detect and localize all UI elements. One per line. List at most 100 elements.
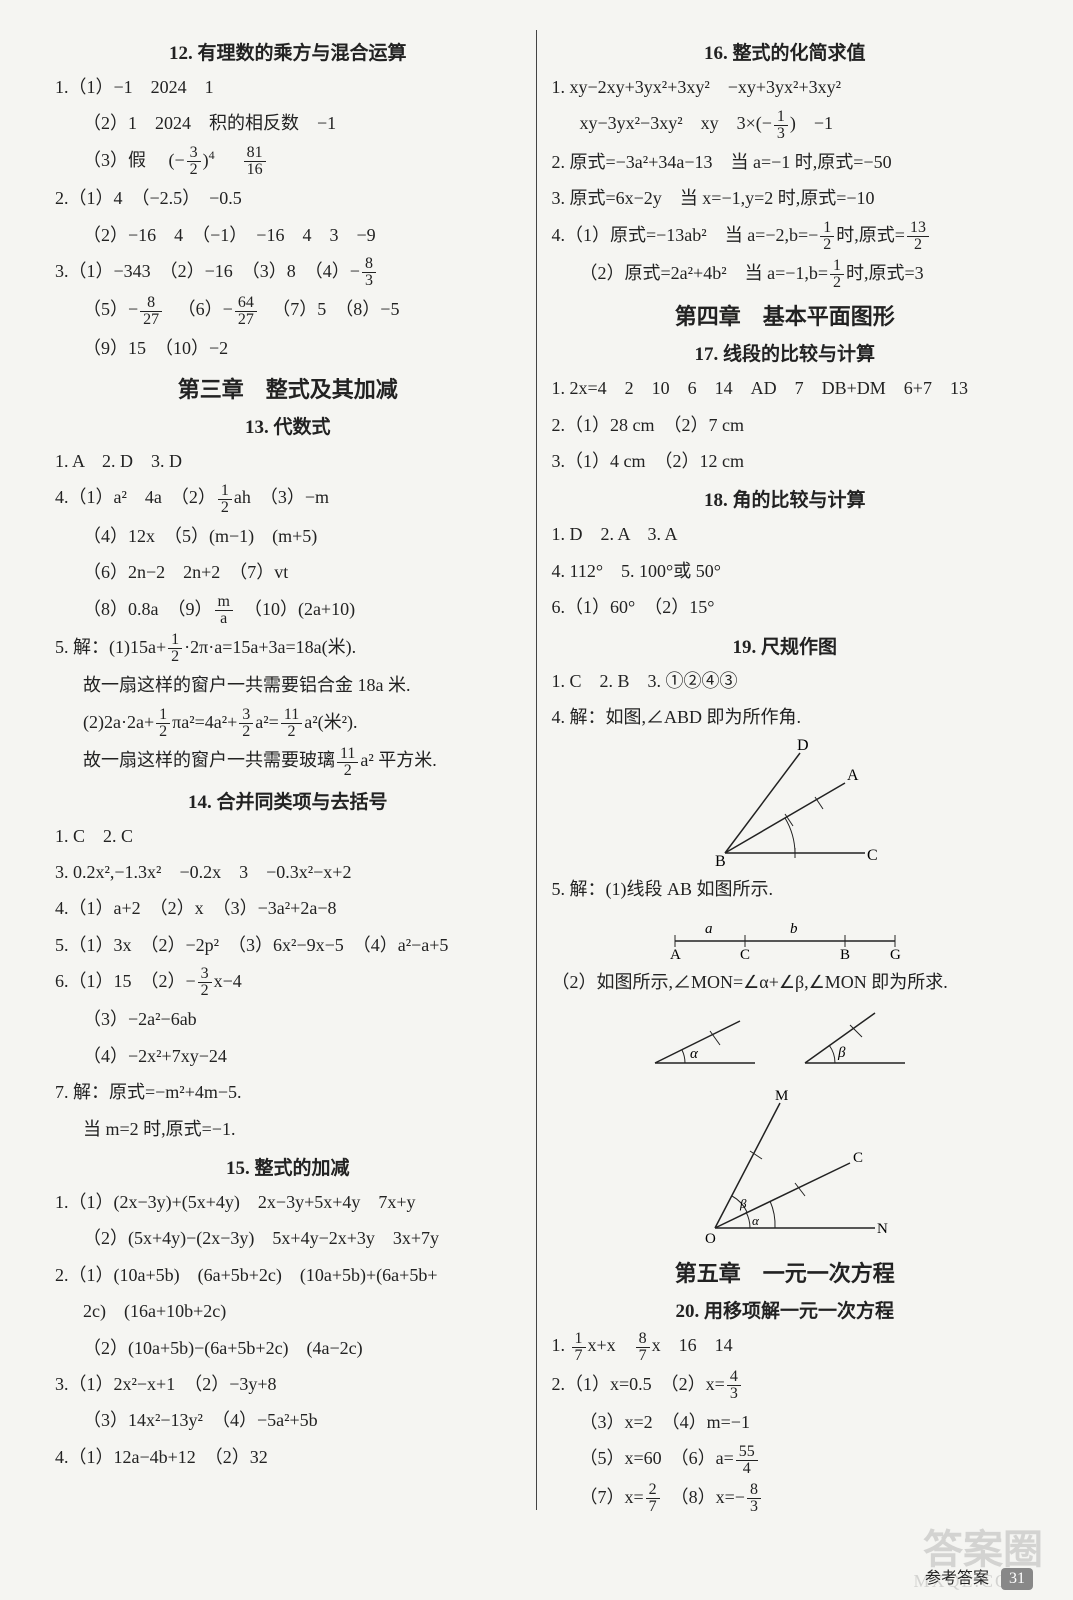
text-line: （4）−2x²+7xy−24	[55, 1040, 521, 1072]
text-line: 1. C 2. B 3. ①②④③	[552, 665, 1019, 697]
label-M: M	[775, 1088, 788, 1104]
fraction: 827	[140, 295, 162, 328]
label-C: C	[740, 947, 750, 961]
text-line: 5. 解：(1)15a+12·2π·a=15a+3a=18a(米).	[55, 631, 521, 665]
fraction: 83	[362, 256, 376, 289]
label-B: B	[715, 853, 726, 868]
text: −1	[796, 113, 833, 133]
label-G: G	[890, 947, 901, 961]
label-a: a	[705, 921, 713, 937]
text-line: 3. 0.2x²,−1.3x² −0.2x 3 −0.3x²−x+2	[55, 856, 521, 888]
text: 故一扇这样的窗户一共需要玻璃	[83, 750, 335, 770]
text: （6）−	[169, 299, 233, 319]
text-line: 3.（1）4 cm （2）12 cm	[552, 445, 1019, 477]
text: 1.	[552, 1335, 570, 1355]
label-O: O	[705, 1231, 716, 1247]
text-line: （3）−2a²−6ab	[55, 1003, 521, 1035]
label-A: A	[670, 947, 681, 961]
label-C: C	[853, 1150, 863, 1166]
text-line: xy−3yx²−3xy² xy 3×(−13) −1	[552, 107, 1019, 141]
label-C: C	[867, 847, 878, 864]
fraction: 13	[774, 109, 788, 142]
text: （5）−	[83, 299, 138, 319]
section-16-title: 16. 整式的化简求值	[552, 38, 1019, 65]
text-line: 4.（1）a+2 （2）x （3）−3a²+2a−8	[55, 892, 521, 924]
angle-mon-diagram: O N C M α β	[675, 1088, 895, 1248]
text-line: 3.（1）−343 （2）−16 （3）8 （4）−83	[55, 255, 521, 289]
text: （7）5 （8）−5	[263, 299, 399, 319]
text-line: （2）−16 4 （−1） −16 4 3 −9	[55, 219, 521, 251]
text-line: 1. C 2. C	[55, 820, 521, 852]
text-line: （8）0.8a （9）ma （10）(2a+10)	[55, 593, 521, 627]
text-line: （2）(5x+4y)−(2x−3y) 5x+4y−2x+3y 3x+7y	[55, 1222, 521, 1254]
text-line: 7. 解：原式=−m²+4m−5.	[55, 1076, 521, 1108]
text-line: 当 m=2 时,原式=−1.	[55, 1113, 521, 1145]
text-line: 4. 解：如图,∠ABD 即为所作角.	[552, 701, 1019, 733]
text-line: （3）14x²−13y² （4）−5a²+5b	[55, 1404, 521, 1436]
text-line: 2.（1）(10a+5b) (6a+5b+2c) (10a+5b)+(6a+5b…	[55, 1259, 521, 1291]
text: a² 平方米.	[360, 750, 436, 770]
label-alpha: α	[752, 1213, 760, 1228]
text: x 16 14	[652, 1335, 733, 1355]
text: 4.（1）a² 4a （2）	[55, 487, 216, 507]
section-14-title: 14. 合并同类项与去括号	[55, 787, 521, 814]
text: （3）假	[83, 150, 164, 170]
label-b: b	[790, 921, 798, 937]
fraction: 27	[646, 1482, 660, 1515]
text: xy−3yx²−3xy² xy 3×	[580, 113, 756, 133]
segment-diagram-ab: A C B G a b	[635, 911, 935, 961]
text: 6.（1）15 （2）−	[55, 971, 196, 991]
right-column: 16. 整式的化简求值 1. xy−2xy+3yx²+3xy² −xy+3yx²…	[537, 30, 1034, 1510]
text-line: 故一扇这样的窗户一共需要玻璃112a² 平方米.	[55, 744, 521, 778]
text-line: 5. 解：(1)线段 AB 如图所示.	[552, 873, 1019, 905]
text-line: 4.（1）a² 4a （2）12ah （3）−m	[55, 481, 521, 515]
fraction: 8116	[244, 145, 266, 178]
label-beta: β	[739, 1196, 747, 1211]
section-12-title: 12. 有理数的乘方与混合运算	[55, 38, 521, 65]
text: （8）0.8a （9）	[83, 599, 213, 619]
text-line: 5.（1）3x （2）−2p² （3）6x²−9x−5 （4）a²−a+5	[55, 929, 521, 961]
text-line: 1.（1）(2x−3y)+(5x+4y) 2x−3y+5x+4y 7x+y	[55, 1186, 521, 1218]
text: a²=	[255, 712, 279, 732]
fraction: 12	[820, 220, 834, 253]
section-15-title: 15. 整式的加减	[55, 1153, 521, 1180]
left-column: 12. 有理数的乘方与混合运算 1.（1）−1 2024 1 （2）1 2024…	[40, 30, 537, 1510]
section-17-title: 17. 线段的比较与计算	[552, 339, 1019, 366]
text-line: 4. 112° 5. 100°或 50°	[552, 555, 1019, 587]
fraction: 17	[572, 1331, 586, 1364]
text-line: （2）1 2024 积的相反数 −1	[55, 107, 521, 139]
page-number: 31	[1001, 1568, 1033, 1590]
label-A: A	[847, 767, 859, 784]
text-line: （9）15 （10）−2	[55, 332, 521, 364]
text-line: （4）12x （5）(m−1) (m+5)	[55, 520, 521, 552]
chapter-4-title: 第四章 基本平面图形	[552, 299, 1019, 331]
fraction: 83	[747, 1482, 761, 1515]
section-19-title: 19. 尺规作图	[552, 632, 1019, 659]
chapter-3-title: 第三章 整式及其加减	[55, 372, 521, 404]
text: 4.（1）原式=−13ab² 当 a=−2,b=−	[552, 225, 819, 245]
label-alpha: α	[690, 1046, 699, 1062]
text-line: 3.（1）2x²−x+1 （2）−3y+8	[55, 1368, 521, 1400]
fraction: 6427	[235, 295, 257, 328]
label-B: B	[840, 947, 850, 961]
text: 时,原式=	[836, 225, 905, 245]
label-D: D	[797, 738, 809, 754]
fraction: 554	[736, 1444, 758, 1477]
text: ah （3）−m	[234, 487, 329, 507]
text-line: 4.（1）12a−4b+12 （2）32	[55, 1441, 521, 1473]
angle-diagram-abd: B C A D	[685, 738, 885, 868]
text-line: （3）假 (−32)4 8116	[55, 144, 521, 178]
page-footer: 参考答案 31	[925, 1564, 1033, 1590]
text-line: （3）x=2 （4）m=−1	[552, 1406, 1019, 1438]
text	[219, 150, 237, 170]
label-N: N	[877, 1221, 888, 1237]
fraction: 32	[239, 707, 253, 740]
text-line: 3. 原式=6x−2y 当 x=−1,y=2 时,原式=−10	[552, 182, 1019, 214]
text: x+x	[588, 1335, 634, 1355]
text-line: 2c) (16a+10b+2c)	[55, 1295, 521, 1327]
text-line: （2）原式=2a²+4b² 当 a=−1,b=12时,原式=3	[552, 257, 1019, 291]
text: ·2π·a=15a+3a=18a(米).	[184, 637, 356, 657]
text-line: （2）如图所示,∠MON=∠α+∠β,∠MON 即为所求.	[552, 966, 1019, 998]
fraction: 112	[337, 746, 358, 779]
fraction: 12	[218, 483, 232, 516]
